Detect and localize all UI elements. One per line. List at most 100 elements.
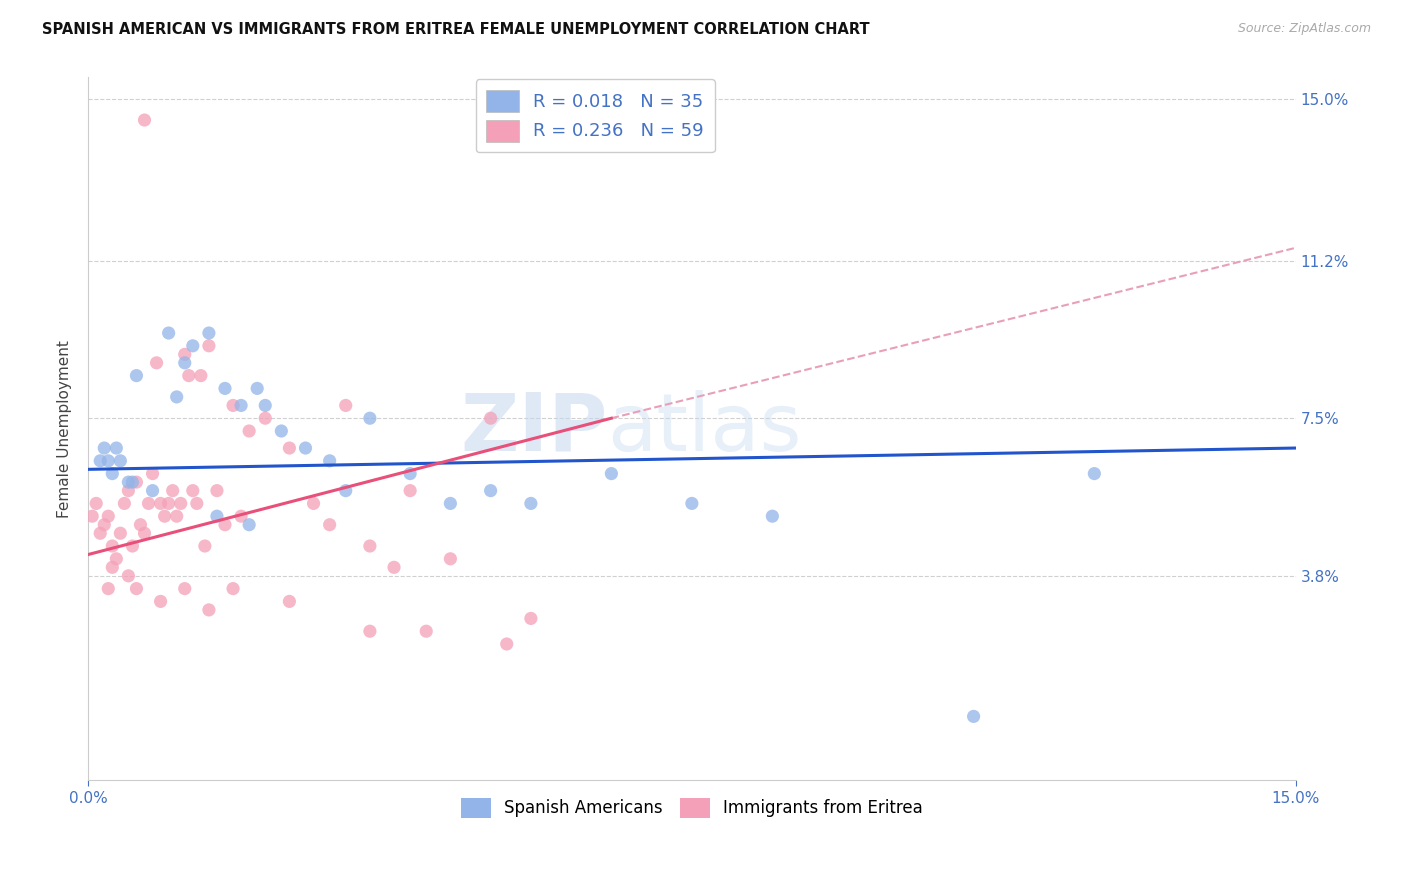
Point (105, 551, 128, 566)
Point (415, 624, 437, 639)
Point (166, 390, 188, 404)
Point (194, 539, 217, 553)
Text: atlas: atlas (607, 390, 801, 468)
Point (246, 381, 269, 395)
Point (101, 539, 124, 553)
Point (93, 441, 115, 455)
Point (520, 496, 543, 510)
Point (101, 467, 124, 481)
Point (222, 582, 245, 596)
Point (278, 594, 301, 608)
Point (399, 467, 422, 481)
Point (229, 509, 252, 524)
Point (117, 483, 139, 498)
Point (359, 411, 381, 425)
Point (198, 603, 221, 617)
Point (125, 582, 148, 596)
Point (520, 611, 543, 625)
Point (439, 496, 461, 510)
Point (335, 483, 357, 498)
Point (495, 637, 517, 651)
Y-axis label: Female Unemployment: Female Unemployment (58, 340, 72, 518)
Text: ZIP: ZIP (460, 390, 607, 468)
Point (117, 475, 139, 489)
Point (121, 539, 143, 553)
Legend: Spanish Americans, Immigrants from Eritrea: Spanish Americans, Immigrants from Eritr… (454, 791, 929, 825)
Point (84, 496, 107, 510)
Point (121, 475, 143, 489)
Point (962, 709, 984, 723)
Point (112, 496, 135, 510)
Point (270, 424, 292, 438)
Point (205, 483, 228, 498)
Point (254, 399, 277, 413)
Point (198, 339, 221, 353)
Point (318, 454, 340, 468)
Point (238, 424, 260, 438)
Point (382, 560, 405, 574)
Point (117, 569, 139, 583)
Point (173, 356, 195, 370)
Point (186, 496, 208, 510)
Point (157, 496, 180, 510)
Point (238, 517, 260, 532)
Point (205, 509, 228, 524)
Point (89, 526, 111, 541)
Point (141, 483, 163, 498)
Point (359, 624, 381, 639)
Point (173, 347, 195, 361)
Point (101, 560, 124, 574)
Point (479, 483, 502, 498)
Point (177, 368, 200, 383)
Point (278, 441, 301, 455)
Point (145, 356, 167, 370)
Point (125, 475, 148, 489)
Point (97, 509, 120, 524)
Point (105, 441, 128, 455)
Point (335, 399, 357, 413)
Point (157, 326, 180, 340)
Point (134, 526, 156, 541)
Point (162, 483, 184, 498)
Point (681, 496, 703, 510)
Point (97, 454, 120, 468)
Point (190, 368, 212, 383)
Point (89, 454, 111, 468)
Point (166, 509, 188, 524)
Point (97, 582, 120, 596)
Text: Source: ZipAtlas.com: Source: ZipAtlas.com (1237, 22, 1371, 36)
Point (214, 517, 236, 532)
Point (198, 326, 221, 340)
Point (149, 594, 172, 608)
Point (110, 526, 132, 541)
Point (138, 496, 160, 510)
Point (170, 496, 193, 510)
Point (181, 483, 204, 498)
Point (134, 113, 156, 128)
Point (93, 517, 115, 532)
Point (141, 467, 163, 481)
Point (318, 517, 340, 532)
Point (600, 467, 623, 481)
Point (1083, 467, 1105, 481)
Point (761, 509, 783, 524)
Point (439, 551, 461, 566)
Point (82, 509, 104, 524)
Point (222, 399, 245, 413)
Point (125, 368, 148, 383)
Point (110, 454, 132, 468)
Point (153, 509, 176, 524)
Point (173, 582, 195, 596)
Point (479, 411, 502, 425)
Point (302, 496, 325, 510)
Point (129, 517, 152, 532)
Point (181, 339, 204, 353)
Point (229, 399, 252, 413)
Point (294, 441, 316, 455)
Point (399, 483, 422, 498)
Point (254, 411, 277, 425)
Text: SPANISH AMERICAN VS IMMIGRANTS FROM ERITREA FEMALE UNEMPLOYMENT CORRELATION CHAR: SPANISH AMERICAN VS IMMIGRANTS FROM ERIT… (42, 22, 870, 37)
Point (149, 496, 172, 510)
Point (214, 381, 236, 395)
Point (359, 539, 381, 553)
